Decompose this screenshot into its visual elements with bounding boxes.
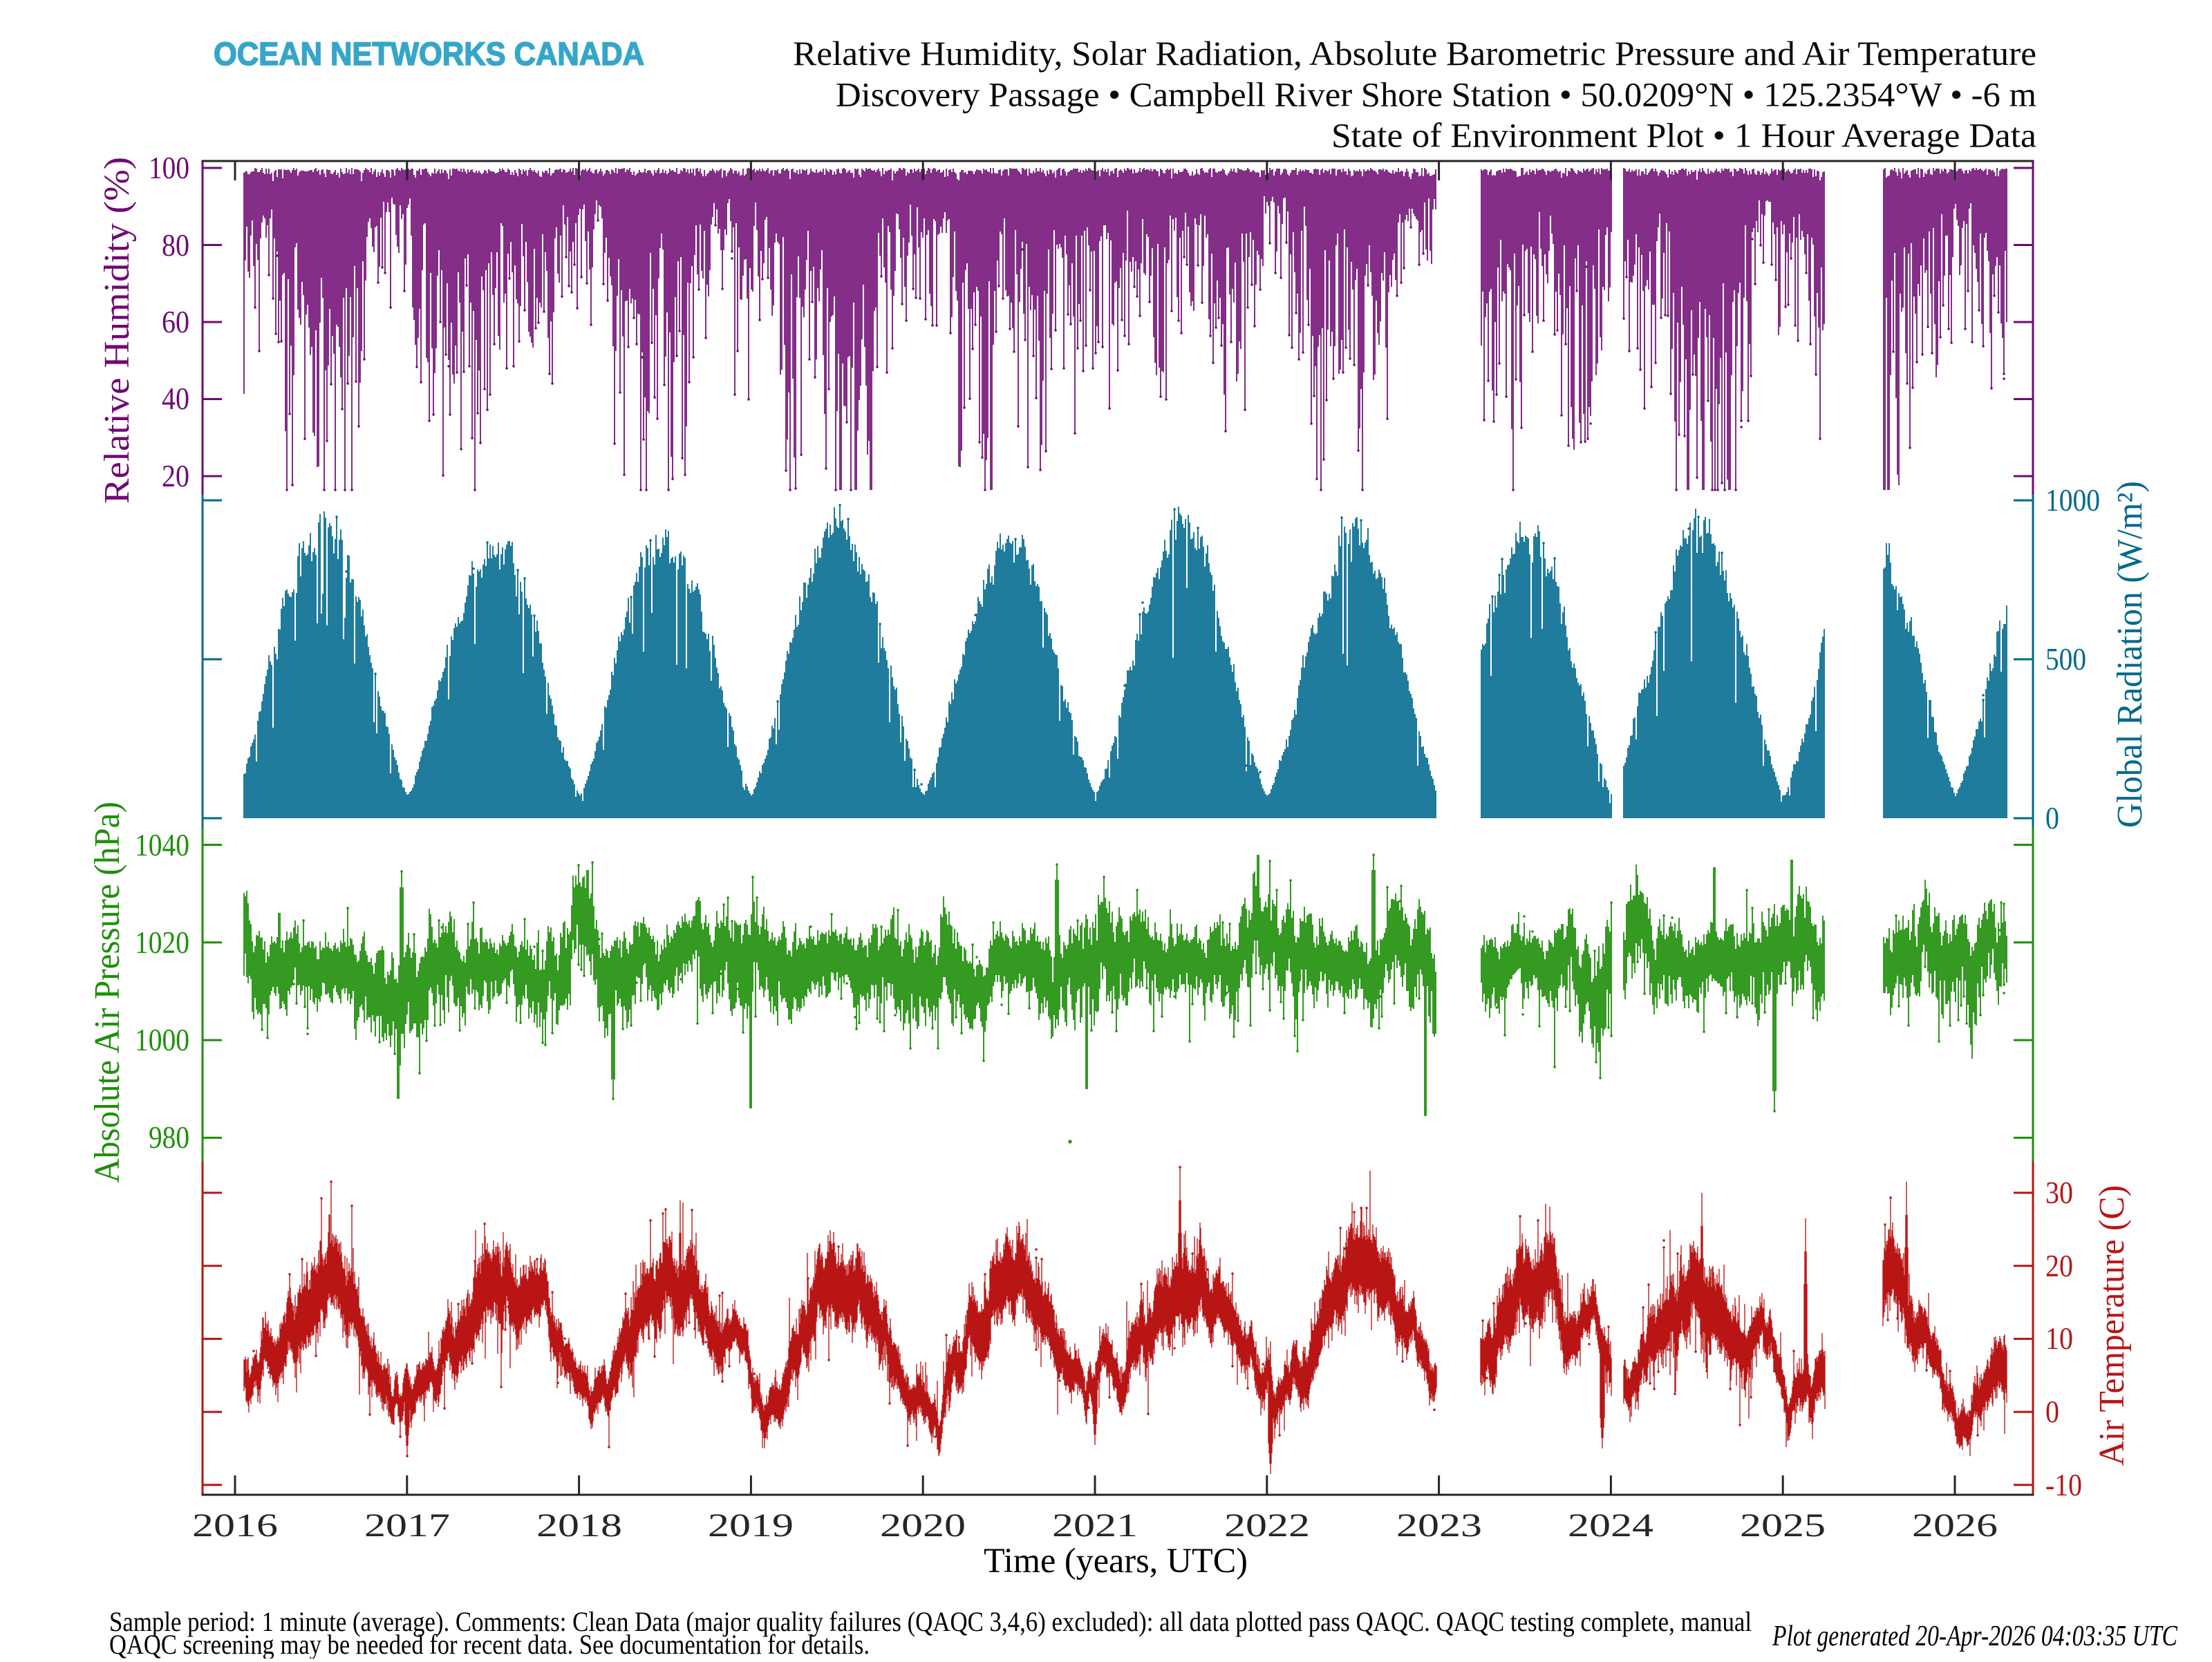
svg-text:10: 10: [2045, 1321, 2073, 1356]
svg-text:2020: 2020: [880, 1507, 966, 1544]
svg-text:980: 980: [149, 1120, 189, 1155]
svg-text:1000: 1000: [2045, 483, 2100, 518]
svg-text:-10: -10: [2045, 1468, 2082, 1502]
svg-text:Global Radiation (W/m²): Global Radiation (W/m²): [2110, 481, 2150, 828]
svg-text:2026: 2026: [1912, 1507, 1998, 1544]
svg-text:1040: 1040: [135, 828, 189, 862]
svg-text:Time (years, UTC): Time (years, UTC): [984, 1542, 1248, 1580]
svg-text:2024: 2024: [1568, 1507, 1653, 1544]
svg-text:2021: 2021: [1052, 1507, 1138, 1544]
svg-text:100: 100: [149, 151, 189, 185]
svg-text:2025: 2025: [1740, 1507, 1826, 1544]
svg-text:State of Environment Plot • 1: State of Environment Plot • 1 Hour Avera…: [1331, 116, 2036, 155]
svg-text:20: 20: [2045, 1249, 2073, 1283]
svg-text:2017: 2017: [364, 1507, 450, 1544]
svg-text:1000: 1000: [135, 1023, 189, 1057]
svg-text:40: 40: [162, 381, 189, 416]
svg-text:30: 30: [2045, 1175, 2073, 1210]
svg-text:Absolute Air Pressure (hPa): Absolute Air Pressure (hPa): [88, 802, 127, 1183]
svg-text:OCEAN NETWORKS CANADA: OCEAN NETWORKS CANADA: [214, 35, 644, 72]
svg-text:500: 500: [2045, 642, 2086, 677]
svg-text:80: 80: [162, 228, 189, 263]
svg-text:0: 0: [2045, 801, 2059, 835]
svg-text:2018: 2018: [536, 1507, 622, 1544]
svg-text:1020: 1020: [135, 925, 189, 960]
svg-text:0: 0: [2045, 1395, 2059, 1429]
svg-text:2023: 2023: [1396, 1507, 1482, 1544]
svg-text:Air Temperature (C): Air Temperature (C): [2092, 1185, 2132, 1466]
svg-text:Relative Humidity, Solar Radia: Relative Humidity, Solar Radiation, Abso…: [793, 34, 2036, 73]
svg-text:60: 60: [162, 305, 189, 339]
svg-text:20: 20: [162, 459, 189, 493]
svg-text:Relative Humidity (%): Relative Humidity (%): [97, 157, 137, 504]
svg-text:QAQC screening may be needed f: QAQC screening may be needed for recent …: [109, 1629, 870, 1659]
svg-text:2022: 2022: [1224, 1507, 1310, 1544]
svg-text:Discovery Passage • Campbell R: Discovery Passage • Campbell River Shore…: [836, 75, 2036, 114]
svg-text:2019: 2019: [708, 1507, 794, 1544]
svg-text:Sample period: 1 minute (avera: Sample period: 1 minute (average). Comme…: [109, 1606, 1752, 1637]
svg-text:Plot generated 20-Apr-2026 04:: Plot generated 20-Apr-2026 04:03:35 UTC: [1772, 1621, 2178, 1652]
svg-text:2016: 2016: [192, 1507, 278, 1544]
